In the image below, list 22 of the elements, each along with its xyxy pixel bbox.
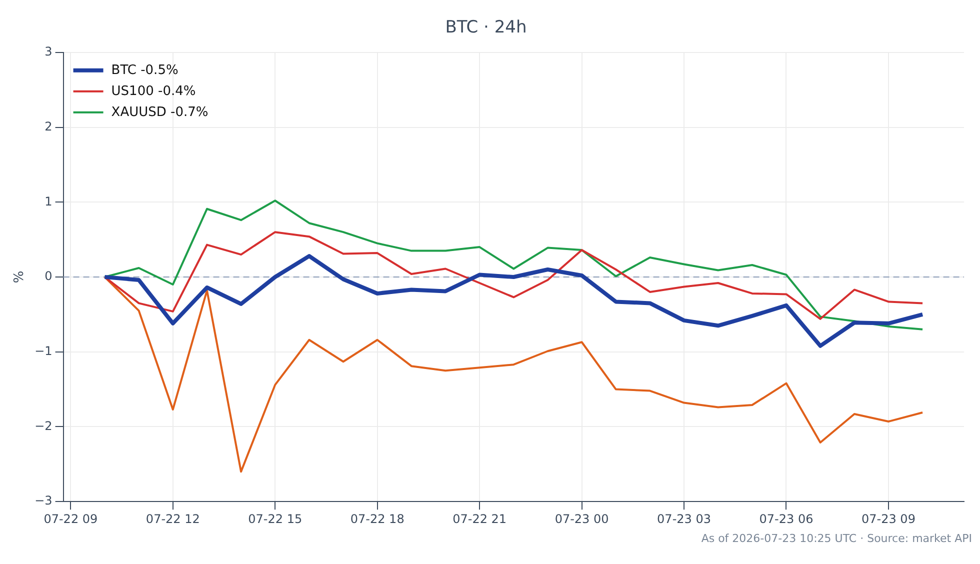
y-tick-label: 3 [44,44,52,59]
chart-title: BTC · 24h [445,18,527,38]
legend-label: XAUUSD -0.7% [111,104,208,120]
x-tick-label: 07-23 06 [759,512,814,526]
legend-label: US100 -0.4% [111,84,196,99]
y-tick-label: −1 [34,344,52,358]
text: As of 2026-07-23 10:25 UTC · Source: market API [700,532,972,545]
x-tick-label: 07-23 09 [861,512,916,526]
y-tick-label: 2 [44,119,52,134]
x-tick-label: 07-22 09 [44,512,98,526]
x-tick-label: 07-22 12 [146,512,200,526]
y-tick-label: −3 [34,494,52,508]
x-tick-label: 07-23 00 [554,512,609,526]
x-tick-label: 07-22 15 [248,512,302,526]
y-axis-title: % [12,270,28,284]
x-tick-label: 07-22 18 [350,512,404,526]
y-tick-label: −2 [34,418,52,433]
x-tick-label: 07-23 03 [657,512,711,526]
x-tick-label: 07-22 21 [452,512,507,526]
y-tick-label: 0 [44,269,52,284]
legend-label: BTC -0.5% [111,62,178,78]
y-tick-label: 1 [44,194,52,208]
